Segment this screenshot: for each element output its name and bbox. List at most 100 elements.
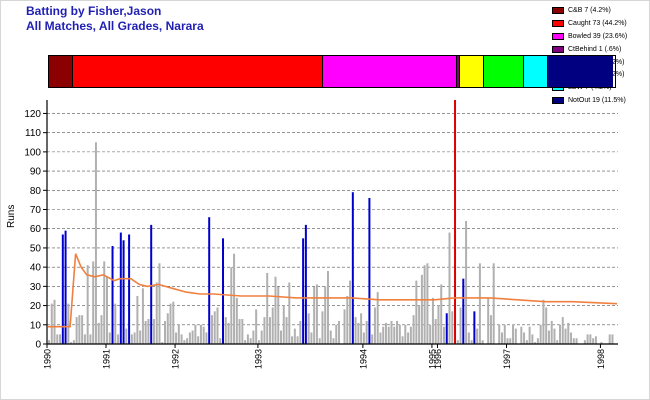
bar-out [415, 280, 418, 344]
bar-not-out [64, 230, 67, 344]
bar-out [426, 263, 429, 344]
bar-out [431, 297, 434, 344]
bar-not-out [351, 192, 354, 344]
bar-out [53, 299, 56, 344]
bar-out [169, 303, 172, 344]
y-tick-label: 80 [30, 186, 42, 197]
bar-out [409, 326, 412, 344]
bar-highest [454, 100, 457, 344]
bar-not-out [111, 246, 114, 344]
x-tick-label: 1997 [502, 349, 512, 369]
bar-out [310, 332, 313, 344]
bar-out [56, 334, 59, 344]
bar-out [197, 336, 200, 344]
bar-out [586, 334, 589, 344]
bar-out [478, 263, 481, 344]
bar-not-out [302, 238, 305, 344]
bar-out [233, 253, 236, 344]
bar-out [456, 340, 459, 344]
y-tick-label: 0 [35, 340, 41, 351]
y-tick-label: 70 [30, 205, 42, 216]
x-tick-label: 1992 [171, 349, 181, 369]
bar-out [136, 295, 139, 344]
bar-out [175, 332, 178, 344]
bar-out [346, 295, 349, 344]
bar-out [324, 286, 327, 344]
bar-out [553, 328, 556, 344]
bar-out [470, 340, 473, 344]
bar-out [608, 334, 611, 344]
bar-out [360, 313, 363, 344]
bar-out [531, 334, 534, 344]
bar-out [326, 270, 329, 344]
bar-out [373, 307, 376, 344]
bar-out [158, 263, 161, 344]
bar-out [567, 322, 570, 344]
bar-out [423, 265, 426, 344]
bar-out [476, 328, 479, 344]
bar-out [481, 340, 484, 344]
bar-out [442, 326, 445, 344]
bar-out [429, 324, 432, 344]
bar-out [238, 319, 241, 344]
bar-out [539, 324, 542, 344]
bar-out [164, 320, 167, 344]
bar-out [78, 315, 81, 344]
bar-out [437, 305, 440, 344]
bar-out [249, 338, 252, 344]
bar-out [114, 303, 117, 344]
bar-out [75, 317, 78, 344]
bar-out [293, 328, 296, 344]
bar-out [611, 334, 614, 344]
bar-out [362, 332, 365, 344]
y-tick-label: 30 [30, 282, 42, 293]
bar-out [382, 326, 385, 344]
bar-out [227, 322, 230, 344]
bar-out [489, 315, 492, 344]
bar-out [349, 280, 352, 344]
bar-out [166, 313, 169, 344]
bar-out [313, 286, 316, 344]
bar-out [592, 338, 595, 344]
bar-not-out [128, 234, 131, 344]
bar-out [558, 324, 561, 344]
dismissal-breakdown-bar [48, 55, 616, 88]
bar-not-out [304, 224, 307, 344]
bar-out [266, 272, 269, 344]
bar-out [274, 276, 277, 344]
legend-label-caught: Caught 73 (44.2%) [568, 19, 627, 27]
bar-not-out [122, 240, 125, 344]
bar-out [141, 288, 144, 344]
bar-out [357, 322, 360, 344]
bar-out [594, 336, 597, 344]
bar-out [263, 317, 266, 344]
bar-out [401, 336, 404, 344]
bar-out [418, 305, 421, 344]
bar-out [448, 232, 451, 344]
bar-out [194, 324, 197, 344]
bar-out [371, 334, 374, 344]
x-tick-label: 1998 [596, 349, 606, 369]
bar-out [108, 332, 111, 344]
bar-out [365, 320, 368, 344]
bar-out [500, 332, 503, 344]
bar-out [70, 342, 73, 344]
bar-out [600, 342, 603, 344]
bar-out [412, 315, 415, 344]
bar-out [202, 326, 205, 344]
bar-out [213, 311, 216, 344]
bar-not-out [119, 232, 122, 344]
bar-out [244, 340, 247, 344]
y-tick-label: 40 [30, 263, 42, 274]
bar-out [487, 297, 490, 344]
bar-out [398, 324, 401, 344]
bar-out [155, 282, 158, 344]
bar-out [277, 286, 280, 344]
bar-out [498, 324, 501, 344]
bar-out [255, 309, 258, 344]
bar-out [396, 320, 399, 344]
legend-item-notout: NotOut 19 (11.5%) [552, 95, 627, 106]
bar-out [318, 338, 321, 344]
legend-label-notout: NotOut 19 (11.5%) [568, 97, 626, 105]
